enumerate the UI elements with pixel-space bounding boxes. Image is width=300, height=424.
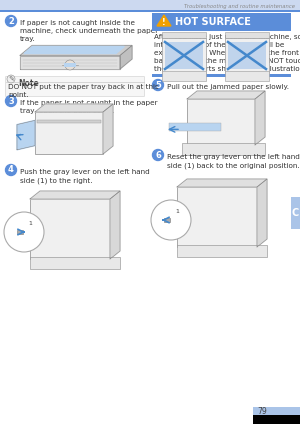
Bar (152, 74, 291, 77)
Bar (0, 0, 300, 10)
Text: If paper is not caught inside the
machine, check underneath the paper
tray.: If paper is not caught inside the machin… (20, 20, 158, 42)
Polygon shape (187, 91, 265, 99)
Bar (228, 42, 266, 69)
Polygon shape (30, 191, 120, 199)
Text: Reset the gray lever on the left hand
side (1) back to the original position.: Reset the gray lever on the left hand si… (167, 154, 300, 169)
Text: !: ! (162, 18, 166, 27)
Text: After you have just used the machine, some
internal parts of the machine will be: After you have just used the machine, so… (154, 34, 300, 72)
Text: HOT SURFACE: HOT SURFACE (175, 17, 251, 27)
Bar (64, 63, 76, 67)
Bar (182, 143, 265, 155)
FancyBboxPatch shape (5, 76, 145, 97)
Text: 3: 3 (8, 97, 14, 106)
Text: 2: 2 (8, 17, 14, 25)
Bar (0, 10, 300, 12)
Bar (177, 245, 267, 257)
Circle shape (4, 212, 44, 252)
Polygon shape (157, 15, 171, 26)
Bar (162, 32, 206, 38)
Text: 4: 4 (8, 165, 14, 175)
Bar (291, 197, 300, 229)
Text: ✎: ✎ (8, 75, 14, 81)
Text: Push the gray lever on the left hand
side (1) to the right.: Push the gray lever on the left hand sid… (20, 169, 150, 184)
Bar (17, 230, 23, 234)
Text: Pull out the jammed paper slowly.: Pull out the jammed paper slowly. (167, 84, 289, 90)
Polygon shape (110, 191, 120, 259)
Text: If the paper is not caught in the paper
tray, open the back cover.: If the paper is not caught in the paper … (20, 100, 158, 114)
Bar (30, 257, 120, 269)
Text: 1: 1 (28, 221, 32, 226)
Circle shape (7, 75, 15, 83)
Circle shape (151, 200, 191, 240)
Bar (225, 38, 269, 73)
Bar (37, 120, 101, 123)
Polygon shape (17, 120, 35, 150)
Text: DO NOT put the paper tray back in at this
point.: DO NOT put the paper tray back in at thi… (8, 84, 159, 98)
Polygon shape (24, 47, 124, 53)
Bar (225, 32, 269, 38)
Text: 6: 6 (155, 151, 161, 159)
Polygon shape (20, 56, 120, 69)
Circle shape (5, 16, 16, 26)
Text: Note: Note (18, 79, 39, 88)
Polygon shape (103, 104, 113, 154)
Polygon shape (257, 179, 267, 247)
Bar (253, 407, 300, 415)
Bar (35, 112, 103, 154)
Circle shape (65, 60, 75, 70)
Bar (253, 415, 300, 424)
Text: Troubleshooting and routine maintenance: Troubleshooting and routine maintenance (184, 4, 295, 9)
Circle shape (5, 95, 16, 106)
Text: C: C (292, 208, 299, 218)
Polygon shape (120, 45, 132, 69)
Bar (30, 199, 110, 259)
Text: 5: 5 (155, 81, 161, 89)
Circle shape (5, 165, 16, 176)
Circle shape (152, 80, 164, 90)
Bar (164, 218, 170, 222)
Bar (162, 71, 206, 81)
Bar (169, 123, 221, 131)
Text: 1: 1 (175, 209, 179, 214)
Bar (162, 38, 206, 73)
Polygon shape (255, 91, 265, 145)
Bar (177, 187, 257, 247)
Polygon shape (20, 45, 132, 56)
Bar (187, 99, 255, 145)
Polygon shape (35, 104, 113, 112)
Polygon shape (177, 179, 267, 187)
Bar (165, 42, 203, 69)
Circle shape (152, 150, 164, 161)
Bar (225, 71, 269, 81)
Text: 79: 79 (257, 407, 267, 416)
Bar (152, 13, 291, 31)
